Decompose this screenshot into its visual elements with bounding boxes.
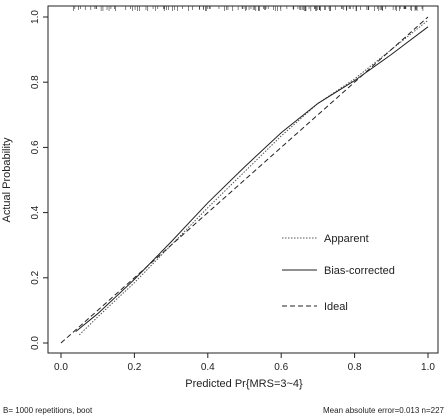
legend: Apparent Bias-corrected Ideal xyxy=(282,233,395,313)
y-axis: 0.0 0.2 0.4 0.6 0.8 1.0 xyxy=(30,10,48,350)
y-axis-title: Actual Probability xyxy=(1,137,13,222)
series-line-bias-corrected xyxy=(75,26,429,332)
series-layer xyxy=(60,16,429,344)
y-tick-label: 0.2 xyxy=(30,270,41,284)
predicted-rug xyxy=(73,6,424,11)
y-tick-label: 0.0 xyxy=(30,336,41,350)
legend-label-bias-corrected: Bias-corrected xyxy=(324,265,395,277)
plot-frame xyxy=(47,5,439,354)
x-axis-title: Predicted Pr{MRS=3~4} xyxy=(185,378,303,390)
footnote-repetitions: B= 1000 repetitions, boot xyxy=(3,406,93,415)
x-tick-label: 0.4 xyxy=(201,362,215,373)
x-tick-label: 1.0 xyxy=(421,362,435,373)
legend-label-ideal: Ideal xyxy=(324,301,348,313)
series-line-apparent xyxy=(78,19,429,336)
y-tick-label: 1.0 xyxy=(30,10,41,24)
series-line-ideal xyxy=(60,16,429,344)
legend-label-apparent: Apparent xyxy=(324,233,369,245)
x-tick-label: 0.2 xyxy=(127,362,141,373)
y-tick-label: 0.6 xyxy=(30,140,41,154)
x-axis: 0.0 0.2 0.4 0.6 0.8 1.0 xyxy=(54,353,435,373)
y-tick-label: 0.4 xyxy=(30,205,41,219)
footnote-mean-absolute-error: Mean absolute error=0.013 n=227 xyxy=(323,406,445,415)
y-tick-label: 0.8 xyxy=(30,75,41,89)
x-tick-label: 0.6 xyxy=(274,362,288,373)
x-tick-label: 0.8 xyxy=(348,362,362,373)
x-tick-label: 0.0 xyxy=(54,362,68,373)
